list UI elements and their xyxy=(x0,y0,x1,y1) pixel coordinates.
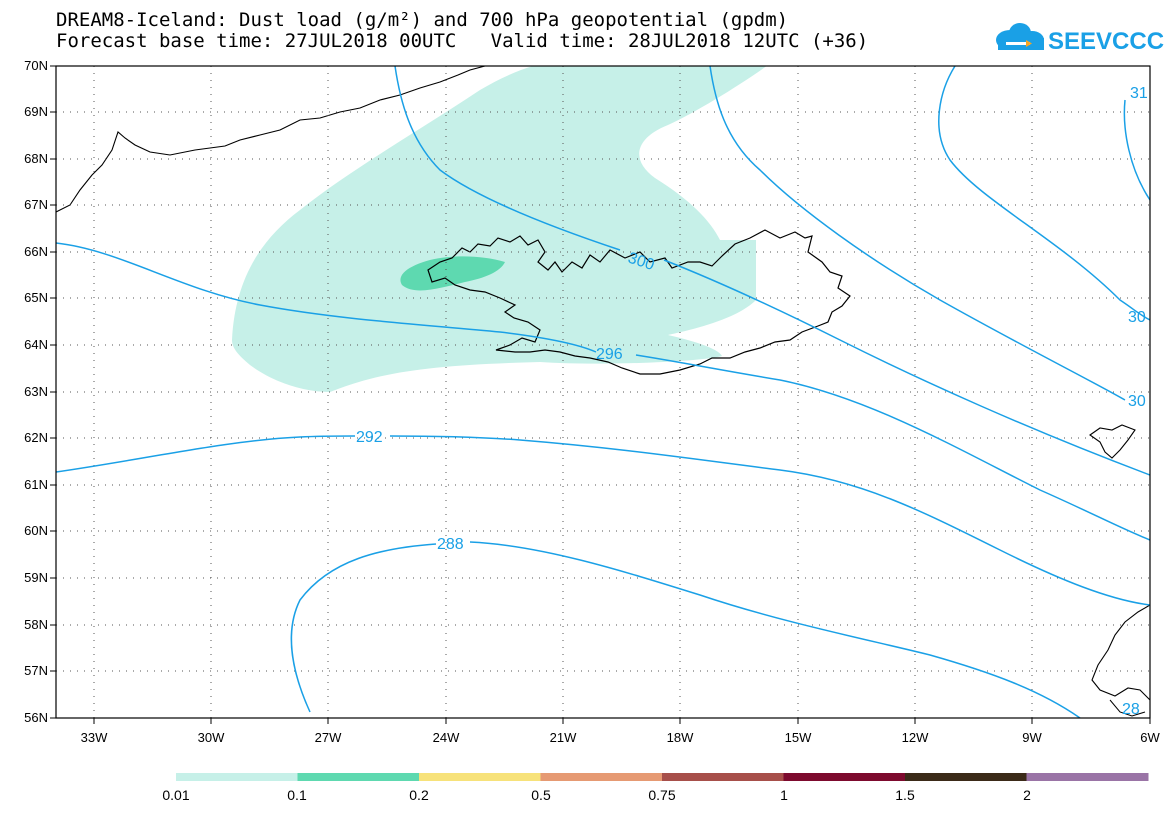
lon-label: 30W xyxy=(198,730,225,745)
lat-label: 61N xyxy=(24,477,48,492)
lat-label: 64N xyxy=(24,337,48,352)
colorbar-segment xyxy=(540,773,663,781)
cloud-icon xyxy=(996,23,1044,50)
lat-label: 70N xyxy=(24,58,48,73)
lon-label: 15W xyxy=(785,730,812,745)
contour-label-312: 31 xyxy=(1130,85,1148,102)
lon-axis: 33W 30W 27W 24W 21W 18W 15W 12W 9W 6W xyxy=(81,730,1161,745)
lon-label: 33W xyxy=(81,730,108,745)
colorbar-label: 0.1 xyxy=(287,787,307,803)
map-subtitle: Forecast base time: 27JUL2018 00UTC Vali… xyxy=(56,30,869,52)
lat-label: 56N xyxy=(24,710,48,725)
colorbar-segment xyxy=(1026,773,1149,781)
lat-label: 62N xyxy=(24,430,48,445)
faroe-coastline xyxy=(1089,424,1136,459)
lat-label: 63N xyxy=(24,384,48,399)
lat-label: 68N xyxy=(24,151,48,166)
lat-label: 57N xyxy=(24,663,48,678)
contour-label-296: 296 xyxy=(596,346,623,363)
dust-region-low xyxy=(232,66,767,392)
contour-292 xyxy=(56,435,1150,606)
colorbar-label: 0.5 xyxy=(531,787,551,803)
colorbar-segment xyxy=(662,773,784,781)
lat-ticks xyxy=(50,65,56,719)
colorbar-label: 1.5 xyxy=(895,787,915,803)
map-area: 300 296 292 288 30 30 31 28 xyxy=(56,66,1150,718)
colorbar-segment xyxy=(176,773,298,781)
lon-label: 9W xyxy=(1022,730,1042,745)
colorbar-label: 0.75 xyxy=(648,787,675,803)
contour-label-288b: 28 xyxy=(1122,701,1140,718)
lat-axis: 70N 69N 68N 67N 66N 65N 64N 63N 62N 61N … xyxy=(24,58,48,725)
contour-label-304b: 30 xyxy=(1128,393,1146,410)
colorbar-label: 0.01 xyxy=(162,787,189,803)
colorbar-label: 2 xyxy=(1023,787,1031,803)
lon-label: 21W xyxy=(550,730,577,745)
contour-296 xyxy=(56,242,1150,541)
lon-label: 27W xyxy=(315,730,342,745)
lat-label: 66N xyxy=(24,244,48,259)
lon-label: 6W xyxy=(1140,730,1160,745)
lon-ticks xyxy=(93,718,1151,724)
contour-label-292: 292 xyxy=(356,429,383,446)
map-title: DREAM8-Iceland: Dust load (g/m²) and 700… xyxy=(56,9,789,31)
iceland-coastline xyxy=(427,229,851,375)
colorbar: 0.01 0.1 0.2 0.5 0.75 1 1.5 2 xyxy=(162,773,1149,803)
lon-label: 18W xyxy=(667,730,694,745)
colorbar-label: 1 xyxy=(780,787,788,803)
greenland-coastline xyxy=(56,66,486,213)
contour-308-a xyxy=(938,66,1150,321)
scotland-coastline xyxy=(1091,604,1150,701)
colorbar-segment xyxy=(905,773,1027,781)
logo-text: SEEVCCC xyxy=(1048,28,1164,55)
lat-label: 65N xyxy=(24,290,48,305)
lat-label: 58N xyxy=(24,617,48,632)
lon-label: 12W xyxy=(902,730,929,745)
colorbar-segment xyxy=(419,773,541,781)
contour-label-288: 288 xyxy=(437,536,464,553)
contour-288 xyxy=(290,541,1081,718)
island-coastline xyxy=(1109,699,1146,717)
lon-label: 24W xyxy=(433,730,460,745)
contour-312 xyxy=(1123,99,1150,201)
colorbar-segment xyxy=(783,773,906,781)
graticule xyxy=(56,66,1150,718)
contour-304 xyxy=(709,66,1126,401)
colorbar-label: 0.2 xyxy=(409,787,429,803)
seevccc-logo: SEEVCCC xyxy=(996,23,1164,55)
colorbar-segment xyxy=(297,773,420,781)
lat-label: 60N xyxy=(24,523,48,538)
lat-label: 67N xyxy=(24,197,48,212)
contour-300 xyxy=(394,66,1150,476)
lat-label: 69N xyxy=(24,104,48,119)
contour-label-304: 30 xyxy=(1128,309,1146,326)
lat-label: 59N xyxy=(24,570,48,585)
dust-region-mid xyxy=(400,256,505,291)
